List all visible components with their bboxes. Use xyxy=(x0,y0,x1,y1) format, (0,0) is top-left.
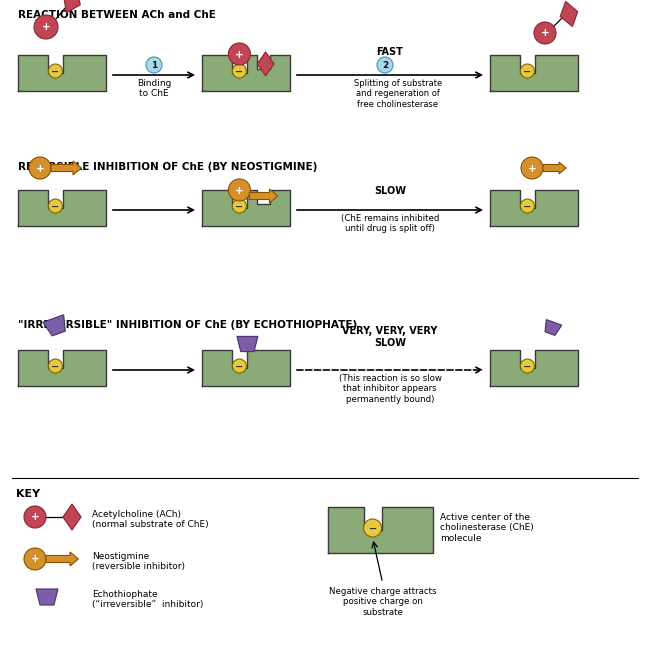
Text: +: + xyxy=(541,28,549,38)
Text: −: − xyxy=(523,202,532,212)
Text: +: + xyxy=(42,22,51,32)
Text: −: − xyxy=(235,362,244,372)
Text: 1: 1 xyxy=(151,61,157,70)
Polygon shape xyxy=(543,162,566,174)
Text: "IRREVERSIBLE" INHIBITION OF ChE (BY ECHOTHIOPHATE): "IRREVERSIBLE" INHIBITION OF ChE (BY ECH… xyxy=(18,320,358,330)
Polygon shape xyxy=(202,350,290,386)
Text: −: − xyxy=(51,362,59,372)
Circle shape xyxy=(521,157,543,179)
Circle shape xyxy=(228,43,250,65)
Text: Splitting of substrate
and regeneration of
free cholinesterase: Splitting of substrate and regeneration … xyxy=(354,79,442,109)
Circle shape xyxy=(521,64,534,78)
Text: Binding
to ChE: Binding to ChE xyxy=(136,79,171,98)
Circle shape xyxy=(233,359,246,373)
Text: REACTION BETWEEN ACh and ChE: REACTION BETWEEN ACh and ChE xyxy=(18,10,216,20)
Text: SLOW: SLOW xyxy=(374,186,406,196)
Polygon shape xyxy=(63,504,81,530)
Text: 2: 2 xyxy=(382,61,388,70)
Polygon shape xyxy=(560,1,578,26)
Polygon shape xyxy=(18,190,106,226)
Text: Acetylcholine (ACh)
(normal substrate of ChE): Acetylcholine (ACh) (normal substrate of… xyxy=(92,510,209,529)
Circle shape xyxy=(363,519,382,537)
Text: (This reaction is so slow
that inhibitor appears
permanently bound): (This reaction is so slow that inhibitor… xyxy=(339,374,441,404)
Text: Negative charge attracts
positive charge on
substrate: Negative charge attracts positive charge… xyxy=(329,587,436,617)
Text: FAST: FAST xyxy=(376,47,404,57)
Text: (ChE remains inhibited
until drug is split off): (ChE remains inhibited until drug is spl… xyxy=(341,214,439,233)
Text: +: + xyxy=(31,513,40,523)
Text: −: − xyxy=(369,523,377,534)
Polygon shape xyxy=(46,552,79,566)
Text: −: − xyxy=(523,362,532,372)
Text: +: + xyxy=(235,185,244,196)
Circle shape xyxy=(24,548,46,570)
Polygon shape xyxy=(545,320,562,335)
Circle shape xyxy=(34,15,58,39)
Polygon shape xyxy=(490,350,578,386)
Circle shape xyxy=(233,64,246,78)
Circle shape xyxy=(228,179,250,201)
Text: +: + xyxy=(235,49,244,59)
Polygon shape xyxy=(36,589,58,605)
Circle shape xyxy=(521,199,534,213)
Polygon shape xyxy=(43,315,65,336)
Polygon shape xyxy=(18,350,106,386)
Text: +: + xyxy=(31,554,40,565)
Text: −: − xyxy=(51,67,59,76)
Text: VERY, VERY, VERY
SLOW: VERY, VERY, VERY SLOW xyxy=(343,326,437,348)
Polygon shape xyxy=(250,189,278,203)
Circle shape xyxy=(48,359,62,373)
Circle shape xyxy=(24,506,46,528)
Polygon shape xyxy=(490,55,578,91)
Polygon shape xyxy=(202,55,290,91)
Circle shape xyxy=(146,57,162,73)
Polygon shape xyxy=(257,52,274,76)
Text: −: − xyxy=(523,67,532,76)
Text: KEY: KEY xyxy=(16,489,40,499)
Text: Neostigmine
(reversible inhibitor): Neostigmine (reversible inhibitor) xyxy=(92,552,185,571)
Text: −: − xyxy=(235,67,244,76)
Text: REVERSIBLE INHIBITION OF ChE (BY NEOSTIGMINE): REVERSIBLE INHIBITION OF ChE (BY NEOSTIG… xyxy=(18,162,317,172)
Circle shape xyxy=(233,199,246,213)
Polygon shape xyxy=(328,507,433,553)
Text: −: − xyxy=(51,202,59,212)
Circle shape xyxy=(534,22,556,44)
Text: −: − xyxy=(235,202,244,212)
Polygon shape xyxy=(237,336,258,352)
Circle shape xyxy=(48,64,62,78)
Polygon shape xyxy=(202,190,290,226)
Circle shape xyxy=(521,359,534,373)
Text: Echothiophate
(“irreversible”  inhibitor): Echothiophate (“irreversible” inhibitor) xyxy=(92,590,203,610)
Text: +: + xyxy=(36,163,44,173)
Text: Active center of the
cholinesterase (ChE)
molecule: Active center of the cholinesterase (ChE… xyxy=(440,513,534,543)
Polygon shape xyxy=(490,190,578,226)
Polygon shape xyxy=(18,55,106,91)
Polygon shape xyxy=(64,0,80,13)
Polygon shape xyxy=(51,161,81,175)
Circle shape xyxy=(48,199,62,213)
Text: +: + xyxy=(528,163,536,173)
Circle shape xyxy=(29,157,51,179)
Circle shape xyxy=(377,57,393,73)
